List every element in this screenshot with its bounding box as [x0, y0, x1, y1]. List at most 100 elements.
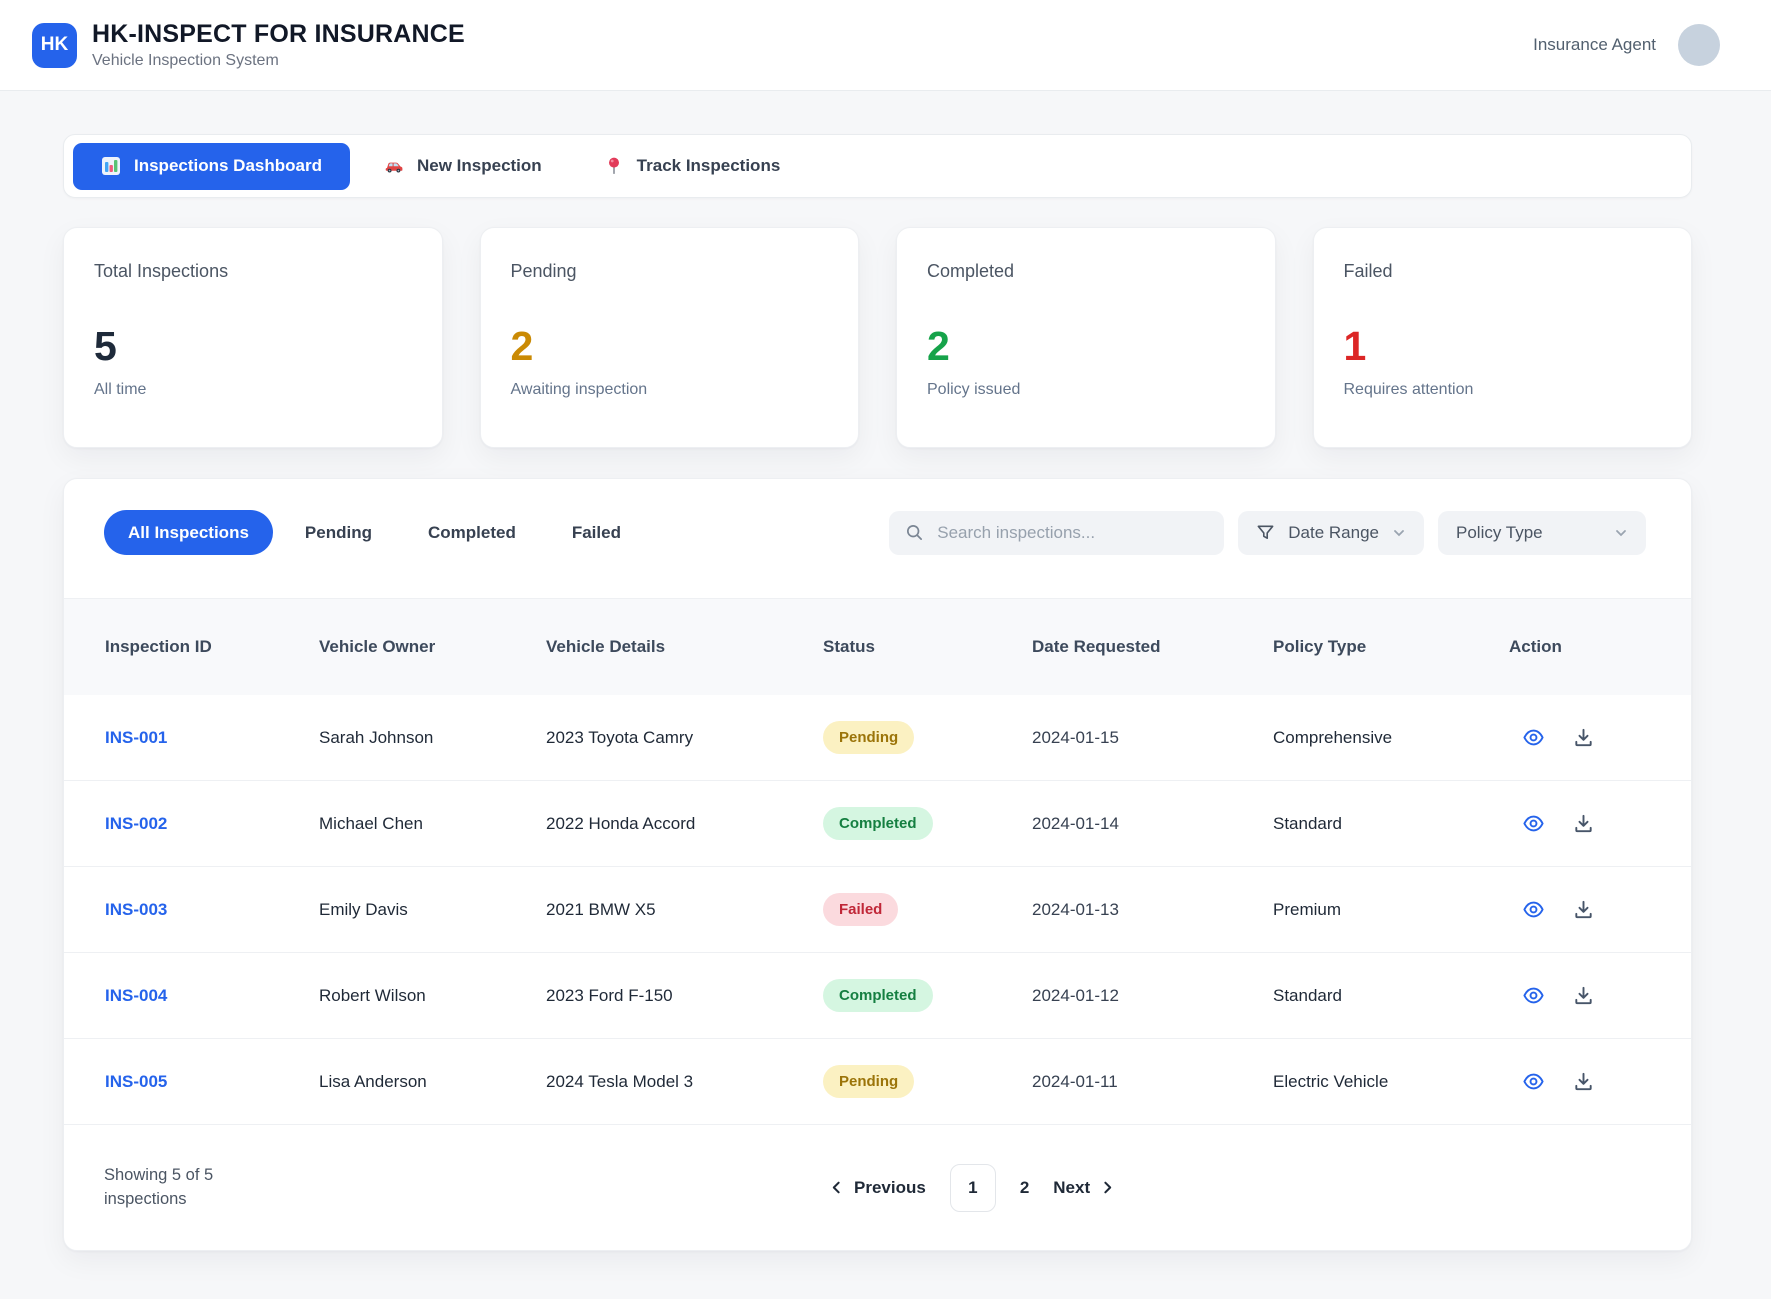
previous-label: Previous: [854, 1177, 926, 1197]
download-button[interactable]: [1571, 984, 1595, 1008]
action-cell: [1509, 1070, 1661, 1094]
eye-icon: [1522, 812, 1545, 835]
stat-value: 2: [510, 323, 534, 369]
inspection-id-link[interactable]: INS-002: [105, 813, 168, 833]
app-title: HK-INSPECT FOR INSURANCE: [92, 20, 465, 48]
tab-new-inspection[interactable]: New Inspection: [356, 143, 570, 190]
filter-tab-failed[interactable]: Failed: [571, 522, 621, 542]
stat-label: Failed: [1343, 261, 1393, 281]
user-area: Insurance Agent: [1533, 24, 1720, 66]
filter-tabs: All Inspections Pending Completed Failed: [104, 510, 645, 555]
page-button-2[interactable]: 2: [1019, 1177, 1030, 1197]
car-icon: [384, 156, 404, 176]
tab-inspections-dashboard[interactable]: Inspections Dashboard: [73, 142, 350, 190]
stat-value: 2: [927, 323, 950, 369]
vehicle-owner-cell: Michael Chen: [319, 813, 423, 833]
search-icon: [905, 523, 924, 542]
round-pushpin-icon: [604, 156, 624, 176]
stat-card-total: Total Inspections 5 All time: [63, 227, 443, 448]
col-vehicle-owner: Vehicle Owner: [319, 637, 436, 656]
policy-type-cell: Comprehensive: [1273, 727, 1393, 747]
tab-track-inspections[interactable]: Track Inspections: [576, 143, 809, 190]
policy-type-cell: Standard: [1273, 985, 1342, 1005]
policy-type-cell: Standard: [1273, 813, 1342, 833]
download-button[interactable]: [1571, 726, 1595, 750]
bar-chart-icon: [101, 156, 121, 176]
action-cell: [1509, 726, 1661, 750]
vehicle-details-cell: 2023 Toyota Camry: [546, 727, 694, 747]
pagination: Previous 1 2 Next: [829, 1163, 1115, 1212]
status-badge: Completed: [823, 979, 933, 1012]
date-range-label: Date Range: [1288, 522, 1379, 542]
vehicle-details-cell: 2023 Ford F-150: [546, 985, 673, 1005]
col-inspection-id: Inspection ID: [105, 637, 212, 656]
view-button[interactable]: [1521, 898, 1545, 922]
tab-label: New Inspection: [416, 156, 542, 175]
view-button[interactable]: [1521, 812, 1545, 836]
download-icon: [1572, 726, 1595, 749]
inspection-id-link[interactable]: INS-004: [105, 985, 168, 1005]
avatar[interactable]: [1678, 24, 1720, 66]
vehicle-owner-cell: Emily Davis: [319, 899, 408, 919]
chevron-down-icon: [1392, 526, 1406, 540]
policy-type-dropdown[interactable]: Policy Type: [1438, 510, 1646, 555]
previous-button[interactable]: Previous: [829, 1178, 926, 1198]
col-vehicle-details: Vehicle Details: [546, 637, 666, 656]
inspection-id-link[interactable]: INS-003: [105, 899, 168, 919]
download-button[interactable]: [1571, 1070, 1595, 1094]
download-icon: [1572, 898, 1595, 921]
stats-row: Total Inspections 5 All time Pending 2 A…: [63, 227, 1692, 448]
vehicle-details-cell: 2021 BMW X5: [546, 899, 656, 919]
filter-bar: All Inspections Pending Completed Failed: [64, 479, 1691, 599]
filter-tab-completed[interactable]: Completed: [427, 522, 516, 542]
download-button[interactable]: [1571, 898, 1595, 922]
status-badge: Failed: [823, 893, 899, 926]
filter-tab-all[interactable]: All Inspections: [104, 510, 273, 555]
inspection-id-link[interactable]: INS-005: [105, 1071, 168, 1091]
table-footer: Showing 5 of 5 inspections Previous 1 2 …: [64, 1125, 1691, 1250]
inspection-id-link[interactable]: INS-001: [105, 727, 168, 747]
filter-funnel-icon: [1256, 523, 1275, 542]
app-subtitle: Vehicle Inspection System: [92, 52, 279, 69]
stat-sub: Policy issued: [927, 381, 1021, 398]
date-requested-cell: 2024-01-14: [1032, 813, 1119, 833]
table-row: INS-005 Lisa Anderson 2024 Tesla Model 3…: [64, 1039, 1691, 1125]
app-logo: HK: [32, 22, 77, 68]
next-button[interactable]: Next: [1053, 1178, 1115, 1198]
table-body: INS-001 Sarah Johnson 2023 Toyota Camry …: [64, 695, 1691, 1125]
download-icon: [1572, 984, 1595, 1007]
nav-tabbar: Inspections Dashboard New Inspection: [63, 134, 1692, 198]
eye-icon: [1522, 1070, 1545, 1093]
filter-controls: Date Range Policy Type: [889, 510, 1646, 555]
status-badge: Completed: [823, 807, 933, 840]
stat-value: 5: [94, 323, 117, 369]
vehicle-owner-cell: Robert Wilson: [319, 985, 426, 1005]
policy-type-cell: Electric Vehicle: [1273, 1071, 1389, 1091]
date-range-dropdown[interactable]: Date Range: [1238, 510, 1424, 555]
eye-icon: [1522, 984, 1545, 1007]
view-button[interactable]: [1521, 726, 1545, 750]
eye-icon: [1522, 898, 1545, 921]
status-badge: Pending: [823, 721, 915, 754]
date-requested-cell: 2024-01-13: [1032, 899, 1119, 919]
brand: HK HK-INSPECT FOR INSURANCE Vehicle Insp…: [32, 20, 465, 70]
download-icon: [1572, 812, 1595, 835]
filter-tab-pending[interactable]: Pending: [304, 522, 372, 542]
date-requested-cell: 2024-01-11: [1032, 1071, 1118, 1091]
policy-type-label: Policy Type: [1456, 522, 1543, 542]
page-button-1[interactable]: 1: [949, 1163, 996, 1212]
stat-card-completed: Completed 2 Policy issued: [896, 227, 1276, 448]
search-input[interactable]: [937, 522, 1209, 543]
col-policy-type: Policy Type: [1273, 637, 1367, 656]
chevron-left-icon: [829, 1180, 844, 1195]
search-box: [889, 510, 1225, 555]
view-button[interactable]: [1521, 1070, 1545, 1094]
action-cell: [1509, 812, 1661, 836]
view-button[interactable]: [1521, 984, 1545, 1008]
download-button[interactable]: [1571, 812, 1595, 836]
action-cell: [1509, 984, 1661, 1008]
table-row: INS-004 Robert Wilson 2023 Ford F-150 Co…: [64, 953, 1691, 1039]
stat-label: Pending: [510, 261, 577, 281]
stat-sub: Requires attention: [1343, 381, 1474, 398]
table-row: INS-002 Michael Chen 2022 Honda Accord C…: [64, 781, 1691, 867]
